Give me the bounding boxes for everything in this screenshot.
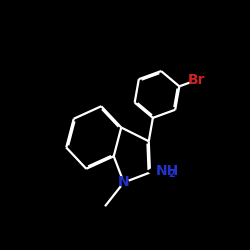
Text: N: N [118, 176, 130, 190]
Text: Br: Br [188, 73, 205, 87]
Text: NH: NH [156, 164, 179, 178]
Ellipse shape [189, 75, 203, 85]
Ellipse shape [148, 166, 182, 176]
Ellipse shape [118, 178, 129, 187]
Text: 2: 2 [168, 169, 175, 179]
